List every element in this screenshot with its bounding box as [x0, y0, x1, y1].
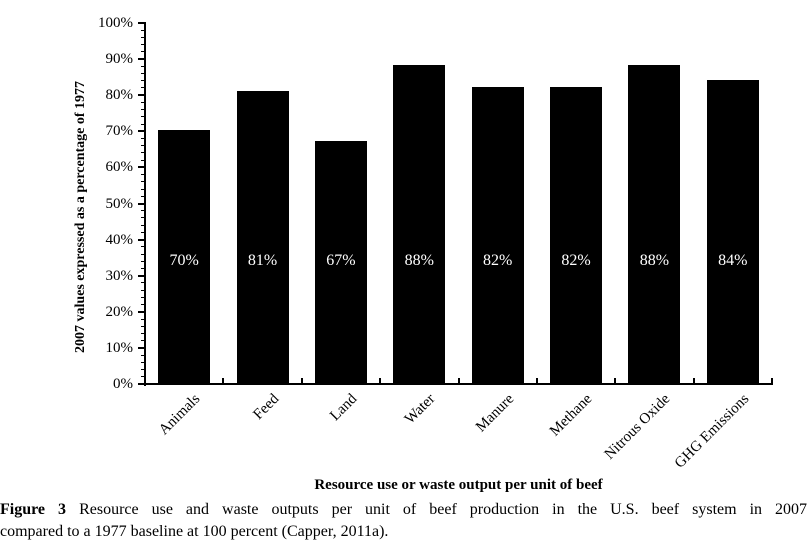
y-axis-minor-tick — [141, 246, 144, 248]
bar-value-label: 82% — [561, 252, 591, 269]
y-axis-minor-tick — [141, 224, 144, 226]
y-axis-minor-tick — [141, 174, 144, 176]
y-axis-minor-tick — [141, 282, 144, 284]
bar — [471, 86, 524, 383]
bar-value-label: 88% — [404, 252, 434, 269]
y-axis-major-tick — [138, 346, 144, 349]
y-axis-minor-tick — [141, 138, 144, 140]
y-axis-minor-tick — [141, 101, 144, 103]
y-axis-major-tick — [138, 94, 144, 97]
y-axis-major-tick — [138, 58, 144, 61]
y-axis-minor-tick — [141, 217, 144, 219]
y-axis-major-tick — [138, 130, 144, 133]
y-axis-major-tick — [138, 238, 144, 241]
y-axis-minor-tick — [141, 318, 144, 320]
x-axis-title: Resource use or waste output per unit of… — [314, 477, 603, 493]
bar — [314, 141, 367, 383]
bar — [550, 86, 603, 383]
y-axis-minor-tick — [141, 87, 144, 89]
caption-line-1-text: Resource use and waste outputs per unit … — [79, 501, 807, 518]
y-axis-minor-tick — [141, 44, 144, 46]
y-axis-minor-tick — [141, 123, 144, 125]
y-tick-label: 100% — [98, 15, 133, 31]
x-axis-tick — [771, 378, 773, 384]
y-axis-minor-tick — [141, 361, 144, 363]
y-axis-minor-tick — [141, 145, 144, 147]
y-axis-major-tick — [138, 274, 144, 277]
y-axis-minor-tick — [141, 188, 144, 190]
y-tick-label: 80% — [105, 87, 134, 104]
figure-caption: Figure 3 Resource use and waste outputs … — [0, 499, 807, 543]
x-axis-tick — [300, 378, 303, 384]
y-tick-label: 20% — [105, 303, 134, 320]
y-axis-line — [144, 22, 146, 386]
y-tick-label: 60% — [105, 159, 134, 176]
y-tick-label: 30% — [105, 267, 134, 284]
bar-value-label: 82% — [483, 252, 513, 269]
y-axis-minor-tick — [141, 376, 144, 378]
y-axis-minor-tick — [141, 29, 144, 31]
x-axis-tick — [457, 378, 460, 384]
y-tick-label: 10% — [105, 339, 134, 356]
y-axis-major-tick — [138, 310, 144, 313]
y-axis-minor-tick — [141, 260, 144, 262]
y-axis-minor-tick — [141, 289, 144, 291]
y-axis-major-tick — [138, 22, 144, 24]
x-axis-tick — [535, 378, 538, 384]
y-axis-minor-tick — [141, 332, 144, 334]
y-axis-minor-tick — [141, 116, 144, 118]
y-tick-label: 70% — [105, 123, 134, 140]
bar — [628, 65, 681, 383]
y-axis-minor-tick — [141, 195, 144, 197]
caption-line-1: Figure 3 Resource use and waste outputs … — [0, 499, 807, 521]
x-axis-tick — [222, 378, 225, 384]
y-axis-minor-tick — [141, 253, 144, 255]
y-tick-label: 50% — [105, 195, 134, 212]
y-axis-minor-tick — [141, 51, 144, 53]
bar — [236, 90, 289, 383]
y-tick-label: 40% — [105, 231, 134, 248]
y-axis-minor-tick — [141, 296, 144, 298]
y-axis-minor-tick — [141, 159, 144, 161]
bar-value-label: 81% — [247, 252, 278, 269]
bar-value-label: 88% — [639, 252, 670, 269]
y-axis-minor-tick — [141, 267, 144, 269]
bar — [393, 65, 446, 383]
y-axis-minor-tick — [141, 304, 144, 306]
y-axis-minor-tick — [141, 152, 144, 154]
x-axis-tick — [614, 378, 617, 384]
y-axis-minor-tick — [141, 36, 144, 38]
x-axis-tick — [692, 378, 695, 384]
bar — [706, 79, 759, 383]
y-axis-major-tick — [138, 166, 144, 169]
bar-value-label: 67% — [326, 252, 356, 269]
y-axis-minor-tick — [141, 80, 144, 82]
y-axis-major-tick — [138, 383, 144, 385]
bar-value-label: 84% — [718, 252, 748, 269]
x-axis-line — [144, 383, 773, 385]
bar-value-label: 70% — [169, 252, 199, 269]
bar — [158, 130, 211, 383]
x-axis-tick — [379, 378, 382, 384]
y-axis-minor-tick — [141, 231, 144, 233]
y-axis-major-tick — [138, 202, 144, 205]
y-tick-label: 0% — [113, 376, 133, 392]
y-axis-minor-tick — [141, 65, 144, 67]
y-axis-minor-tick — [141, 109, 144, 111]
y-axis-minor-tick — [141, 340, 144, 342]
caption-figure-number: Figure 3 — [0, 501, 67, 518]
caption-line-2: compared to a 1977 baseline at 100 perce… — [0, 523, 389, 540]
y-axis-minor-tick — [141, 210, 144, 212]
y-axis-minor-tick — [141, 354, 144, 356]
y-axis-minor-tick — [141, 325, 144, 327]
y-axis-minor-tick — [141, 181, 144, 183]
y-axis-minor-tick — [141, 369, 144, 371]
y-tick-label: 90% — [105, 51, 134, 68]
y-axis-minor-tick — [141, 73, 144, 75]
